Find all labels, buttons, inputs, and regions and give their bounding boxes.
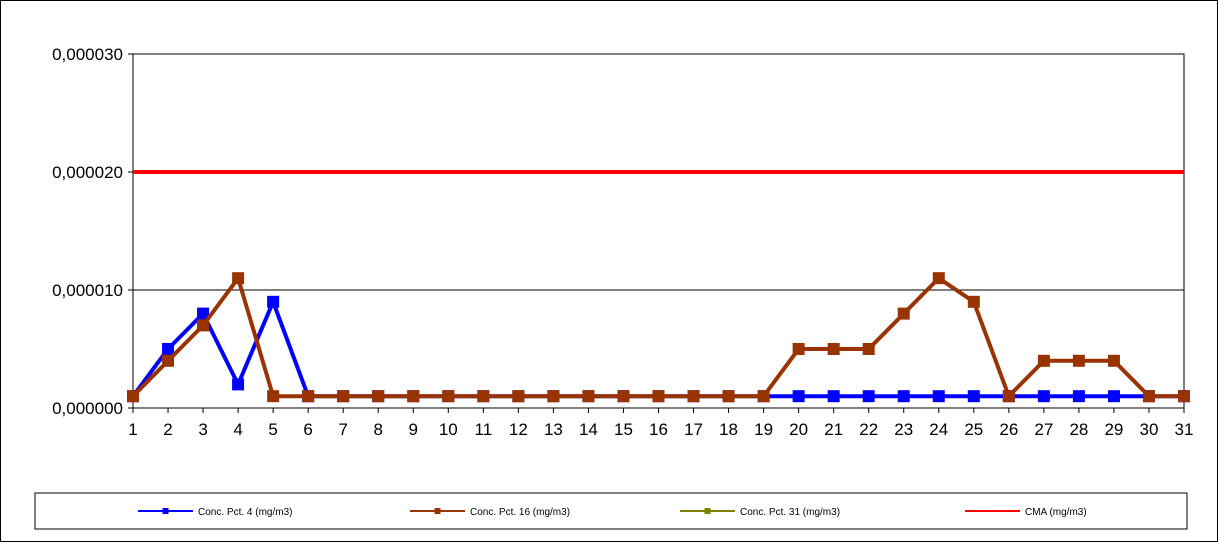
x-tick-label: 12	[509, 420, 528, 439]
data-point	[162, 343, 175, 355]
data-point	[302, 390, 315, 403]
x-tick-label: 3	[198, 420, 207, 439]
data-point	[442, 390, 455, 403]
x-tick-label: 18	[719, 420, 738, 439]
x-tick-label: 7	[338, 420, 347, 439]
data-point	[687, 390, 700, 403]
data-point	[1072, 354, 1085, 367]
x-axis: 1 2 3 4 5 6 7 8 9 10 11 12 13 14 15 16 17 18 19 20 21 22 23 24 2…	[128, 408, 1193, 439]
legend-label: Conc. Pct. 16 (mg/m3)	[470, 507, 570, 518]
data-point	[197, 319, 210, 332]
x-tick-label: 16	[649, 420, 668, 439]
x-tick-label: 10	[439, 420, 458, 439]
legend-swatch-marker	[704, 508, 711, 514]
legend-label: Conc. Pct. 31 (mg/m3)	[740, 507, 840, 518]
data-point	[617, 390, 630, 403]
x-tick-label: 23	[894, 420, 913, 439]
legend-item: CMA (mg/m3)	[965, 507, 1087, 518]
x-tick-label: 22	[859, 420, 878, 439]
legend-item: Conc. Pct. 4 (mg/m3)	[138, 507, 292, 518]
data-point	[232, 272, 245, 285]
x-tick-label: 24	[929, 420, 948, 439]
data-point	[477, 390, 490, 403]
data-point	[197, 307, 210, 320]
series-layer	[127, 170, 1190, 403]
x-tick-label: 2	[163, 420, 172, 439]
data-point	[547, 390, 560, 403]
x-tick-label: 25	[964, 420, 983, 439]
data-point	[512, 390, 525, 403]
data-point	[862, 390, 875, 403]
x-tick-label: 20	[789, 420, 808, 439]
x-tick-label: 29	[1104, 420, 1123, 439]
data-point	[162, 354, 175, 367]
x-tick-label: 21	[824, 420, 843, 439]
data-point	[827, 343, 840, 355]
data-point	[1178, 390, 1190, 403]
data-point	[967, 295, 980, 308]
data-point	[1107, 390, 1120, 403]
data-point	[372, 390, 385, 403]
x-tick-label: 15	[614, 420, 633, 439]
data-point	[722, 390, 735, 403]
data-point	[337, 390, 350, 403]
data-point	[1037, 354, 1050, 367]
legend-item: Conc. Pct. 16 (mg/m3)	[410, 507, 570, 518]
data-point	[932, 390, 945, 403]
legend-swatch-marker	[162, 508, 169, 514]
data-point	[407, 390, 420, 403]
legend: Conc. Pct. 4 (mg/m3) Conc. Pct. 16 (mg/m3…	[34, 492, 1188, 530]
data-point	[1002, 390, 1015, 403]
x-tick-label: 6	[303, 420, 312, 439]
data-point	[1142, 390, 1155, 403]
x-tick-label: 26	[999, 420, 1018, 439]
x-tick-label: 31	[1175, 420, 1194, 439]
data-point	[967, 390, 980, 403]
x-tick-label: 17	[684, 420, 703, 439]
y-tick-label: 0,000010	[52, 281, 123, 300]
data-point	[897, 390, 910, 403]
data-point	[792, 343, 805, 355]
y-axis: 0,000000 0,000010 0,000020 0,000030	[52, 45, 133, 418]
data-point	[1037, 390, 1050, 403]
data-point	[757, 390, 770, 403]
data-point	[827, 390, 840, 403]
data-point	[932, 272, 945, 285]
x-tick-label: 8	[373, 420, 382, 439]
x-tick-label: 19	[754, 420, 773, 439]
y-tick-label: 0,000030	[52, 45, 123, 64]
data-point	[862, 343, 875, 355]
y-tick-label: 0,000000	[52, 399, 123, 418]
x-tick-label: 5	[268, 420, 277, 439]
data-point	[267, 390, 280, 403]
x-tick-label: 1	[128, 420, 137, 439]
x-tick-label: 27	[1034, 420, 1053, 439]
legend-item: Conc. Pct. 31 (mg/m3)	[680, 507, 840, 518]
x-tick-label: 11	[475, 420, 493, 439]
data-point	[652, 390, 665, 403]
data-point	[232, 378, 245, 391]
series-2	[127, 272, 1190, 403]
data-point	[582, 390, 595, 403]
x-tick-label: 13	[544, 420, 563, 439]
legend-swatch-marker	[434, 508, 441, 514]
legend-label: CMA (mg/m3)	[1025, 507, 1087, 518]
data-point	[267, 295, 280, 308]
data-point	[792, 390, 805, 403]
x-tick-label: 4	[233, 420, 242, 439]
x-tick-label: 9	[409, 420, 418, 439]
data-point	[897, 307, 910, 320]
x-tick-label: 30	[1140, 420, 1159, 439]
x-tick-label: 14	[579, 420, 598, 439]
data-point	[127, 390, 139, 403]
x-tick-label: 28	[1069, 420, 1088, 439]
data-point	[1072, 390, 1085, 403]
y-tick-label: 0,000020	[52, 163, 123, 182]
data-point	[1107, 354, 1120, 367]
legend-label: Conc. Pct. 4 (mg/m3)	[198, 507, 292, 518]
